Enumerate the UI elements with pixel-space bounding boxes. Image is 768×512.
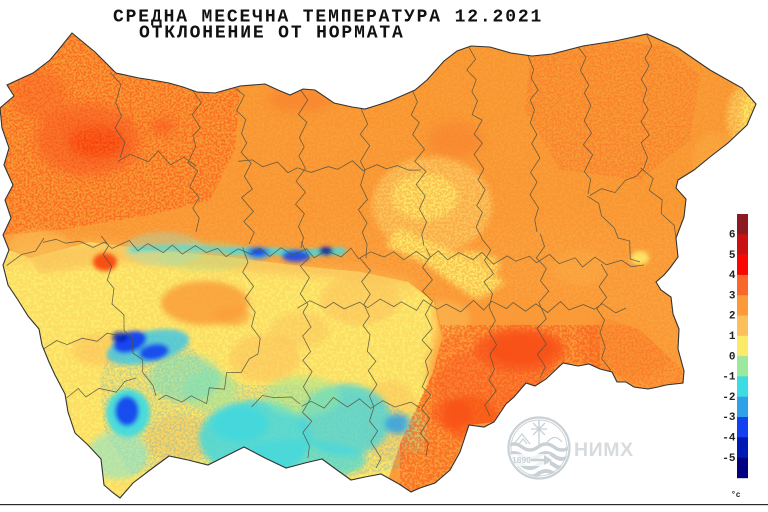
svg-text:-1: -1 — [722, 372, 736, 384]
svg-text:1890: 1890 — [512, 455, 531, 465]
svg-text:6: 6 — [729, 230, 736, 242]
svg-text:-3: -3 — [722, 412, 736, 424]
svg-text:-2: -2 — [722, 392, 735, 404]
svg-text:0: 0 — [729, 351, 736, 363]
svg-text:-5: -5 — [722, 453, 736, 465]
svg-text:СРЕДНА МЕСЕЧНА ТЕМПЕРАТУРА 12: СРЕДНА МЕСЕЧНА ТЕМПЕРАТУРА 12.2021 — [113, 8, 543, 28]
svg-text:5: 5 — [729, 250, 736, 262]
svg-text:НИМХ: НИМХ — [574, 439, 634, 461]
svg-text:-4: -4 — [722, 433, 736, 445]
svg-text:°c: °c — [731, 491, 741, 500]
svg-text:2: 2 — [729, 311, 736, 323]
svg-text:1: 1 — [729, 331, 736, 343]
svg-text:3: 3 — [729, 290, 736, 302]
svg-text:4: 4 — [729, 270, 736, 282]
svg-text:ОТКЛОНЕНИЕ ОТ НОРМАТА: ОТКЛОНЕНИЕ ОТ НОРМАТА — [139, 24, 405, 44]
